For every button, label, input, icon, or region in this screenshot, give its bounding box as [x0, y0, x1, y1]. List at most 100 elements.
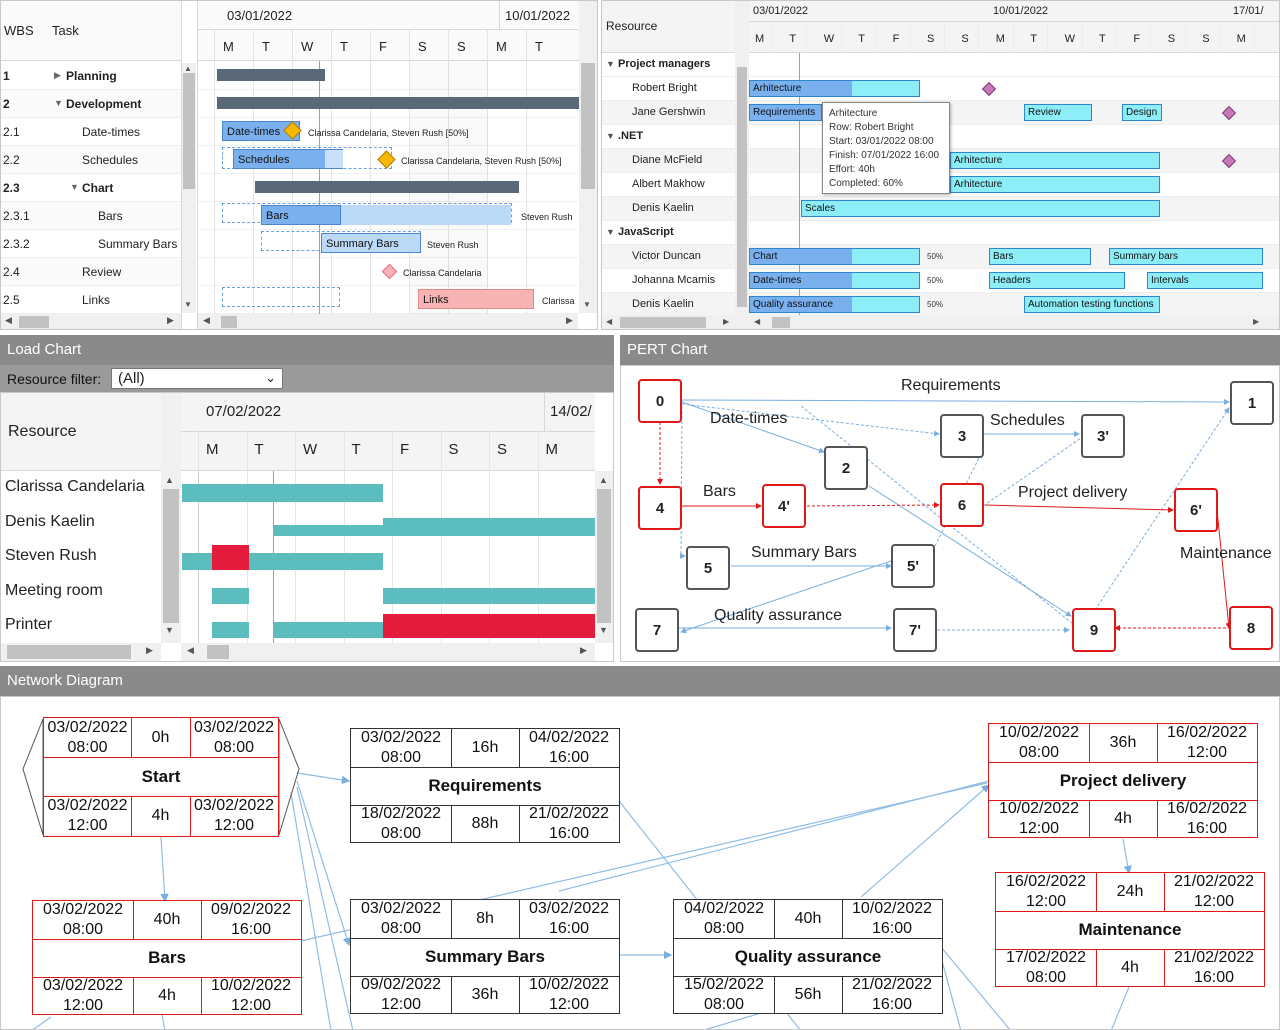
gantt-row-task[interactable]: Review: [82, 265, 122, 279]
load-filter-select[interactable]: (All) ⌄: [111, 368, 283, 389]
schedule-grid-hscroll-thumb[interactable]: [620, 317, 706, 328]
schedule-resource-name[interactable]: Albert Makhow: [632, 178, 705, 190]
load-bar[interactable]: [383, 518, 595, 536]
load-bar[interactable]: [249, 553, 383, 570]
scroll-left-icon[interactable]: ◀: [754, 317, 761, 326]
scroll-down-icon[interactable]: ▼: [583, 300, 591, 309]
load-resource-name[interactable]: Meeting room: [5, 581, 103, 599]
schedule-resource-name[interactable]: Victor Duncan: [632, 250, 701, 262]
pert-node[interactable]: 2: [824, 446, 868, 490]
gantt-task-bar-schedules[interactable]: Schedules: [233, 149, 343, 169]
pert-node[interactable]: 4: [638, 486, 682, 530]
gantt-col-task-header[interactable]: Task: [52, 23, 79, 38]
load-grid-hscroll-thumb[interactable]: [7, 645, 131, 659]
schedule-resource-name[interactable]: Jane Gershwin: [632, 106, 706, 118]
schedule-resource-name[interactable]: Robert Bright: [632, 82, 697, 94]
gantt-timeline-vscroll-thumb[interactable]: [581, 63, 595, 189]
schedule-task-bar[interactable]: Bars: [989, 248, 1091, 265]
scroll-right-icon[interactable]: ▶: [146, 645, 153, 655]
gantt-timeline-hscroll-thumb[interactable]: [221, 316, 237, 328]
pert-node[interactable]: 5: [686, 546, 730, 590]
gantt-summary-bar-planning[interactable]: [217, 69, 325, 81]
pert-node[interactable]: 5': [891, 544, 935, 588]
network-node-project-delivery[interactable]: 10/02/2022 08:00 36h 16/02/2022 12:00 Proje…: [988, 723, 1258, 838]
schedule-task-bar[interactable]: Intervals: [1147, 272, 1263, 289]
schedule-group-name[interactable]: .NET: [618, 130, 644, 142]
schedule-group-name[interactable]: Project managers: [618, 58, 711, 70]
scroll-up-icon[interactable]: ▲: [184, 64, 192, 73]
collapse-arrow-icon[interactable]: ▼: [54, 98, 63, 108]
load-bar[interactable]: [212, 588, 249, 604]
pert-node[interactable]: 3': [1081, 414, 1125, 458]
schedule-task-bar[interactable]: Automation testing functions: [1024, 296, 1160, 313]
pert-node[interactable]: 7: [635, 608, 679, 652]
pert-node[interactable]: 9: [1072, 608, 1116, 652]
load-bar[interactable]: [273, 622, 383, 638]
collapse-arrow-icon[interactable]: ▼: [70, 182, 79, 192]
load-bar[interactable]: [383, 588, 595, 604]
scroll-up-icon[interactable]: ▲: [165, 475, 174, 485]
schedule-task-bar[interactable]: Arhitecture: [950, 176, 1160, 193]
load-timeline-hscroll-thumb[interactable]: [207, 645, 229, 659]
pert-node[interactable]: 4': [762, 484, 806, 528]
load-timeline-hscroll[interactable]: [181, 643, 595, 661]
load-bar[interactable]: [212, 622, 249, 638]
gantt-row-task[interactable]: Date-times: [82, 125, 141, 139]
gantt-task-bar-summary-bars[interactable]: Summary Bars: [321, 233, 421, 253]
load-bar-overload[interactable]: [383, 614, 595, 638]
scroll-down-icon[interactable]: ▼: [165, 625, 174, 635]
collapse-arrow-icon[interactable]: ▼: [606, 227, 615, 237]
schedule-grid-vscroll-thumb[interactable]: [737, 67, 747, 307]
scroll-down-icon[interactable]: ▼: [599, 625, 608, 635]
gantt-row-task[interactable]: Schedules: [82, 153, 139, 167]
gantt-task-bar-bars[interactable]: Bars: [261, 205, 341, 225]
load-grid-vscroll-thumb[interactable]: [163, 489, 179, 623]
scroll-left-icon[interactable]: ◀: [606, 317, 613, 326]
schedule-resource-name[interactable]: Denis Kaelin: [632, 298, 694, 310]
pert-node[interactable]: 7': [893, 608, 937, 652]
load-resource-name[interactable]: Clarissa Candelaria: [5, 478, 145, 495]
gantt-task-bar-links[interactable]: Links: [418, 289, 534, 309]
load-resource-name[interactable]: Steven Rush: [5, 547, 97, 564]
load-col-resource-header[interactable]: Resource: [8, 423, 77, 440]
network-node-requirements[interactable]: 03/02/2022 08:00 16h 04/02/2022 16:00 Requi…: [350, 728, 620, 843]
schedule-resource-name[interactable]: Diane McField: [632, 154, 703, 166]
milestone-diamond-icon[interactable]: [381, 263, 398, 280]
scroll-left-icon[interactable]: ◀: [187, 645, 194, 655]
pert-node[interactable]: 6: [940, 483, 984, 527]
scroll-right-icon[interactable]: ▶: [566, 315, 573, 325]
schedule-task-bar[interactable]: Chart: [749, 248, 920, 265]
gantt-row-task[interactable]: Summary Bars: [98, 237, 178, 251]
collapse-arrow-icon[interactable]: ▼: [606, 59, 615, 69]
schedule-task-bar[interactable]: Design: [1122, 104, 1162, 121]
load-bar[interactable]: [273, 525, 383, 536]
gantt-timeline-hscroll[interactable]: [198, 314, 578, 329]
gantt-row-task[interactable]: Planning: [66, 69, 117, 83]
scroll-left-icon[interactable]: ◀: [203, 315, 210, 325]
scroll-left-icon[interactable]: ◀: [5, 315, 12, 325]
schedule-task-bar[interactable]: Arhitecture: [749, 80, 920, 97]
gantt-row-task[interactable]: Bars: [98, 209, 123, 223]
load-resource-name[interactable]: Printer: [5, 616, 53, 633]
scroll-right-icon[interactable]: ▶: [1253, 317, 1260, 326]
pert-node[interactable]: 1: [1230, 381, 1274, 425]
schedule-timeline-hscroll[interactable]: [749, 315, 1279, 329]
schedule-group-name[interactable]: JavaScript: [618, 226, 674, 238]
gantt-summary-bar-development[interactable]: [217, 97, 579, 109]
network-node-bars[interactable]: 03/02/2022 08:00 40h 09/02/2022 16:00 Bars 0…: [32, 900, 302, 1015]
network-node-qa[interactable]: 04/02/2022 08:00 40h 10/02/2022 16:00 Quali…: [673, 899, 943, 1014]
network-node-maintenance[interactable]: 16/02/2022 12:00 24h 21/02/2022 12:00 Maint…: [995, 872, 1265, 987]
schedule-timeline-hscroll-thumb[interactable]: [772, 317, 790, 328]
expand-arrow-icon[interactable]: ▶: [54, 70, 61, 80]
load-bar[interactable]: [182, 484, 383, 502]
scroll-right-icon[interactable]: ▶: [723, 317, 730, 326]
gantt-grid-hscroll-thumb[interactable]: [19, 316, 49, 328]
gantt-row-task[interactable]: Development: [66, 97, 142, 111]
network-node-start[interactable]: 03/02/2022 08:00 0h 03/02/2022 08:00 Start 0…: [43, 717, 279, 837]
scroll-up-icon[interactable]: ▲: [599, 475, 608, 485]
schedule-task-bar[interactable]: Arhitecture: [950, 152, 1160, 169]
schedule-task-bar[interactable]: Summary bars: [1109, 248, 1263, 265]
network-node-summary-bars[interactable]: 03/02/2022 08:00 8h 03/02/2022 16:00 Summar…: [350, 899, 620, 1014]
pert-node[interactable]: 0: [638, 379, 682, 423]
schedule-col-resource-header[interactable]: Resource: [606, 19, 658, 33]
